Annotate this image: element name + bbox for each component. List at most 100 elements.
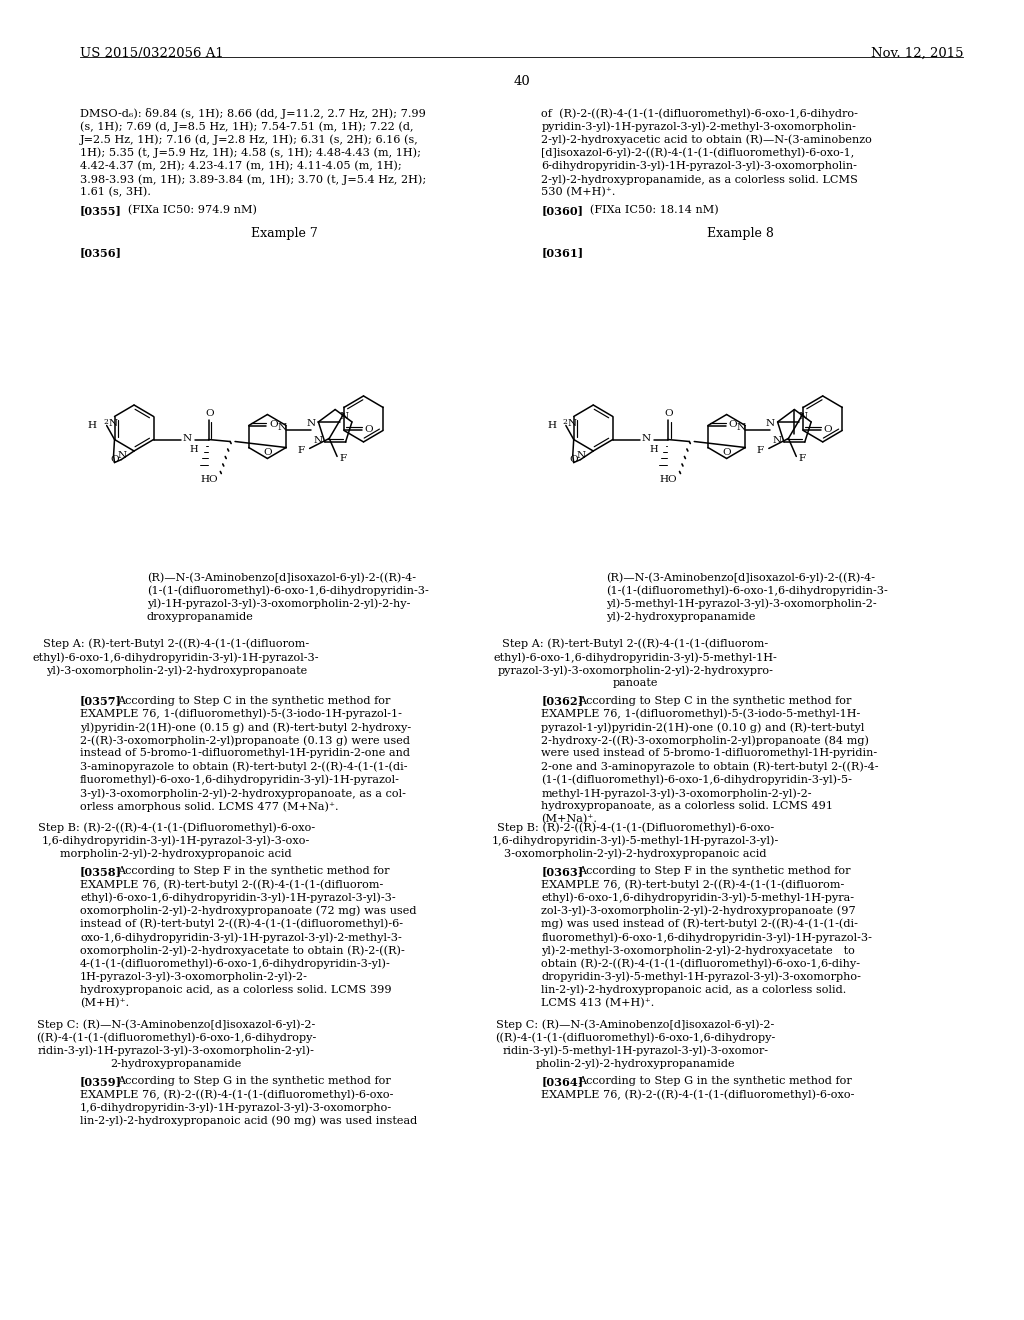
Text: (M+H)⁺.: (M+H)⁺. — [80, 998, 129, 1008]
Text: obtain (R)-2-((R)-4-(1-(1-(difluoromethyl)-6-oxo-1,6-dihy-: obtain (R)-2-((R)-4-(1-(1-(difluoromethy… — [542, 958, 860, 969]
Text: N: N — [339, 412, 348, 421]
Text: 3-yl)-3-oxomorpholin-2-yl)-2-hydroxypropanoate, as a col-: 3-yl)-3-oxomorpholin-2-yl)-2-hydroxyprop… — [80, 788, 406, 799]
Text: mg) was used instead of (R)-tert-butyl 2-((R)-4-(1-(1-(di-: mg) was used instead of (R)-tert-butyl 2… — [542, 919, 858, 929]
Text: 530 (M+H)⁺.: 530 (M+H)⁺. — [542, 187, 615, 198]
Text: lin-2-yl)-2-hydroxypropanoic acid (90 mg) was used instead: lin-2-yl)-2-hydroxypropanoic acid (90 mg… — [80, 1115, 418, 1126]
Text: 1,6-dihydropyridin-3-yl)-1H-pyrazol-3-yl)-3-oxomorpho-: 1,6-dihydropyridin-3-yl)-1H-pyrazol-3-yl… — [80, 1102, 392, 1113]
Text: instead of 5-bromo-1-difluoromethyl-1H-pyridin-2-one and: instead of 5-bromo-1-difluoromethyl-1H-p… — [80, 748, 410, 759]
Text: H: H — [88, 421, 97, 430]
Text: oxomorpholin-2-yl)-2-hydroxyacetate to obtain (R)-2-((R)-: oxomorpholin-2-yl)-2-hydroxyacetate to o… — [80, 945, 404, 956]
Text: pyrazol-1-yl)pyridin-2(1H)-one (0.10 g) and (R)-tert-butyl: pyrazol-1-yl)pyridin-2(1H)-one (0.10 g) … — [542, 722, 864, 733]
Text: pholin-2-yl)-2-hydroxypropanamide: pholin-2-yl)-2-hydroxypropanamide — [536, 1059, 735, 1069]
Text: ethyl)-6-oxo-1,6-dihydropyridin-3-yl)-1H-pyrazol-3-yl)-3-: ethyl)-6-oxo-1,6-dihydropyridin-3-yl)-1H… — [80, 892, 395, 903]
Text: 3-oxomorpholin-2-yl)-2-hydroxypropanoic acid: 3-oxomorpholin-2-yl)-2-hydroxypropanoic … — [504, 849, 767, 859]
Text: H: H — [547, 421, 556, 430]
Text: 4-(1-(1-(difluoromethyl)-6-oxo-1,6-dihydropyridin-3-yl)-: 4-(1-(1-(difluoromethyl)-6-oxo-1,6-dihyd… — [80, 958, 391, 969]
Text: HO: HO — [201, 475, 218, 484]
Text: 2: 2 — [563, 417, 567, 425]
Text: oxo-1,6-dihydropyridin-3-yl)-1H-pyrazol-3-yl)-2-methyl-3-: oxo-1,6-dihydropyridin-3-yl)-1H-pyrazol-… — [80, 932, 401, 942]
Text: O: O — [569, 454, 579, 463]
Text: (1-(1-(difluoromethyl)-6-oxo-1,6-dihydropyridin-3-: (1-(1-(difluoromethyl)-6-oxo-1,6-dihydro… — [606, 585, 888, 595]
Text: (1-(1-(difluoromethyl)-6-oxo-1,6-dihydropyridin-3-: (1-(1-(difluoromethyl)-6-oxo-1,6-dihydro… — [146, 585, 429, 595]
Text: 1.61 (s, 3H).: 1.61 (s, 3H). — [80, 187, 151, 198]
Text: 3-aminopyrazole to obtain (R)-tert-butyl 2-((R)-4-(1-(1-(di-: 3-aminopyrazole to obtain (R)-tert-butyl… — [80, 762, 408, 772]
Text: Nov. 12, 2015: Nov. 12, 2015 — [870, 48, 964, 59]
Text: O: O — [111, 454, 119, 463]
Text: N: N — [773, 436, 782, 445]
Text: ridin-3-yl)-1H-pyrazol-3-yl)-3-oxomorpholin-2-yl)-: ridin-3-yl)-1H-pyrazol-3-yl)-3-oxomorpho… — [38, 1045, 314, 1056]
Text: According to Step C in the synthetic method for: According to Step C in the synthetic met… — [579, 696, 852, 706]
Text: N: N — [313, 436, 323, 445]
Text: 2-hydroxy-2-((R)-3-oxomorpholin-2-yl)propanoate (84 mg): 2-hydroxy-2-((R)-3-oxomorpholin-2-yl)pro… — [542, 735, 869, 746]
Text: zol-3-yl)-3-oxomorpholin-2-yl)-2-hydroxypropanoate (97: zol-3-yl)-3-oxomorpholin-2-yl)-2-hydroxy… — [542, 906, 856, 916]
Text: EXAMPLE 76, (R)-2-((R)-4-(1-(1-(difluoromethyl)-6-oxo-: EXAMPLE 76, (R)-2-((R)-4-(1-(1-(difluoro… — [80, 1089, 393, 1100]
Text: ridin-3-yl)-5-methyl-1H-pyrazol-3-yl)-3-oxomor-: ridin-3-yl)-5-methyl-1H-pyrazol-3-yl)-3-… — [503, 1045, 768, 1056]
Text: According to Step F in the synthetic method for: According to Step F in the synthetic met… — [579, 866, 851, 876]
Text: J=2.5 Hz, 1H); 7.16 (d, J=2.8 Hz, 1H); 6.31 (s, 2H); 6.16 (s,: J=2.5 Hz, 1H); 7.16 (d, J=2.8 Hz, 1H); 6… — [80, 135, 419, 145]
Text: 2-((R)-3-oxomorpholin-2-yl)propanoate (0.13 g) were used: 2-((R)-3-oxomorpholin-2-yl)propanoate (0… — [80, 735, 410, 746]
Text: N: N — [737, 422, 745, 432]
Text: LCMS 413 (M+H)⁺.: LCMS 413 (M+H)⁺. — [542, 998, 654, 1008]
Text: N: N — [641, 434, 650, 444]
Text: [0361]: [0361] — [542, 247, 584, 259]
Text: According to Step F in the synthetic method for: According to Step F in the synthetic met… — [118, 866, 390, 876]
Text: pyrazol-3-yl)-3-oxomorpholin-2-yl)-2-hydroxypro-: pyrazol-3-yl)-3-oxomorpholin-2-yl)-2-hyd… — [498, 665, 773, 676]
Text: fluoromethyl)-6-oxo-1,6-dihydropyridin-3-yl)-1H-pyrazol-: fluoromethyl)-6-oxo-1,6-dihydropyridin-3… — [80, 775, 400, 785]
Text: yl)pyridin-2(1H)-one (0.15 g) and (R)-tert-butyl 2-hydroxy-: yl)pyridin-2(1H)-one (0.15 g) and (R)-te… — [80, 722, 412, 733]
Text: DMSO-d₆): δ9.84 (s, 1H); 8.66 (dd, J=11.2, 2.7 Hz, 2H); 7.99: DMSO-d₆): δ9.84 (s, 1H); 8.66 (dd, J=11.… — [80, 108, 426, 119]
Text: 2-hydroxypropanamide: 2-hydroxypropanamide — [111, 1059, 242, 1069]
Text: (FIXa IC50: 18.14 nM): (FIXa IC50: 18.14 nM) — [579, 206, 718, 215]
Text: were used instead of 5-bromo-1-difluoromethyl-1H-pyridin-: were used instead of 5-bromo-1-difluorom… — [542, 748, 878, 759]
Text: orless amorphous solid. LCMS 477 (M+Na)⁺.: orless amorphous solid. LCMS 477 (M+Na)⁺… — [80, 801, 339, 812]
Text: O: O — [728, 420, 737, 429]
Text: pyridin-3-yl)-1H-pyrazol-3-yl)-2-methyl-3-oxomorpholin-: pyridin-3-yl)-1H-pyrazol-3-yl)-2-methyl-… — [542, 121, 856, 132]
Text: N: N — [577, 451, 586, 461]
Text: EXAMPLE 76, (R)-tert-butyl 2-((R)-4-(1-(1-(difluorom-: EXAMPLE 76, (R)-tert-butyl 2-((R)-4-(1-(… — [80, 879, 383, 890]
Text: According to Step G in the synthetic method for: According to Step G in the synthetic met… — [579, 1076, 852, 1086]
Text: N: N — [118, 451, 127, 461]
Text: N: N — [799, 412, 808, 421]
Text: Step B: (R)-2-((R)-4-(1-(1-(Difluoromethyl)-6-oxo-: Step B: (R)-2-((R)-4-(1-(1-(Difluorometh… — [38, 822, 314, 833]
Text: (R)—N-(3-Aminobenzo[d]isoxazol-6-yl)-2-((R)-4-: (R)—N-(3-Aminobenzo[d]isoxazol-6-yl)-2-(… — [606, 572, 876, 582]
Text: hydroxypropanoate, as a colorless solid. LCMS 491: hydroxypropanoate, as a colorless solid.… — [542, 801, 834, 812]
Text: lin-2-yl)-2-hydroxypropanoic acid, as a colorless solid.: lin-2-yl)-2-hydroxypropanoic acid, as a … — [542, 985, 847, 995]
Text: F: F — [298, 446, 305, 455]
Text: yl)-2-methyl-3-oxomorpholin-2-yl)-2-hydroxyacetate   to: yl)-2-methyl-3-oxomorpholin-2-yl)-2-hydr… — [542, 945, 855, 956]
Text: panoate: panoate — [612, 678, 658, 689]
Text: Step C: (R)—N-(3-Aminobenzo[d]isoxazol-6-yl)-2-: Step C: (R)—N-(3-Aminobenzo[d]isoxazol-6… — [37, 1019, 315, 1030]
Text: ((R)-4-(1-(1-(difluoromethyl)-6-oxo-1,6-dihydropy-: ((R)-4-(1-(1-(difluoromethyl)-6-oxo-1,6-… — [36, 1032, 316, 1043]
Text: EXAMPLE 76, (R)-tert-butyl 2-((R)-4-(1-(1-(difluorom-: EXAMPLE 76, (R)-tert-butyl 2-((R)-4-(1-(… — [542, 879, 845, 890]
Text: 2-one and 3-aminopyrazole to obtain (R)-tert-butyl 2-((R)-4-: 2-one and 3-aminopyrazole to obtain (R)-… — [542, 762, 879, 772]
Text: EXAMPLE 76, 1-(difluoromethyl)-5-(3-iodo-5-methyl-1H-: EXAMPLE 76, 1-(difluoromethyl)-5-(3-iodo… — [542, 709, 860, 719]
Text: HO: HO — [659, 475, 678, 484]
Text: N: N — [182, 434, 191, 444]
Text: ethyl)-6-oxo-1,6-dihydropyridin-3-yl)-5-methyl-1H-pyra-: ethyl)-6-oxo-1,6-dihydropyridin-3-yl)-5-… — [542, 892, 854, 903]
Text: N: N — [568, 418, 577, 428]
Text: (s, 1H); 7.69 (d, J=8.5 Hz, 1H); 7.54-7.51 (m, 1H); 7.22 (d,: (s, 1H); 7.69 (d, J=8.5 Hz, 1H); 7.54-7.… — [80, 121, 414, 132]
Text: F: F — [799, 454, 806, 463]
Text: Example 8: Example 8 — [707, 227, 774, 240]
Text: According to Step G in the synthetic method for: According to Step G in the synthetic met… — [118, 1076, 391, 1086]
Text: [0358]: [0358] — [80, 866, 122, 876]
Text: 2-yl)-2-hydroxypropanamide, as a colorless solid. LCMS: 2-yl)-2-hydroxypropanamide, as a colorle… — [542, 174, 858, 185]
Text: O: O — [269, 420, 278, 429]
Text: [0359]: [0359] — [80, 1076, 122, 1086]
Text: ethyl)-6-oxo-1,6-dihydropyridin-3-yl)-5-methyl-1H-: ethyl)-6-oxo-1,6-dihydropyridin-3-yl)-5-… — [494, 652, 777, 663]
Text: hydroxypropanoic acid, as a colorless solid. LCMS 399: hydroxypropanoic acid, as a colorless so… — [80, 985, 392, 995]
Text: of  (R)-2-((R)-4-(1-(1-(difluoromethyl)-6-oxo-1,6-dihydro-: of (R)-2-((R)-4-(1-(1-(difluoromethyl)-6… — [542, 108, 858, 119]
Text: (1-(1-(difluoromethyl)-6-oxo-1,6-dihydropyridin-3-yl)-5-: (1-(1-(difluoromethyl)-6-oxo-1,6-dihydro… — [542, 775, 852, 785]
Text: 40: 40 — [513, 75, 530, 88]
Text: [d]isoxazol-6-yl)-2-((R)-4-(1-(1-(difluoromethyl)-6-oxo-1,: [d]isoxazol-6-yl)-2-((R)-4-(1-(1-(difluo… — [542, 148, 854, 158]
Text: Example 7: Example 7 — [251, 227, 317, 240]
Text: Step C: (R)—N-(3-Aminobenzo[d]isoxazol-6-yl)-2-: Step C: (R)—N-(3-Aminobenzo[d]isoxazol-6… — [497, 1019, 774, 1030]
Text: (R)—N-(3-Aminobenzo[d]isoxazol-6-yl)-2-((R)-4-: (R)—N-(3-Aminobenzo[d]isoxazol-6-yl)-2-(… — [146, 572, 416, 582]
Text: O: O — [665, 409, 673, 418]
Text: ((R)-4-(1-(1-(difluoromethyl)-6-oxo-1,6-dihydropy-: ((R)-4-(1-(1-(difluoromethyl)-6-oxo-1,6-… — [496, 1032, 775, 1043]
Text: US 2015/0322056 A1: US 2015/0322056 A1 — [80, 48, 224, 59]
Text: methyl-1H-pyrazol-3-yl)-3-oxomorpholin-2-yl)-2-: methyl-1H-pyrazol-3-yl)-3-oxomorpholin-2… — [542, 788, 812, 799]
Text: EXAMPLE 76, 1-(difluoromethyl)-5-(3-iodo-1H-pyrazol-1-: EXAMPLE 76, 1-(difluoromethyl)-5-(3-iodo… — [80, 709, 402, 719]
Text: O: O — [205, 409, 214, 418]
Text: instead of (R)-tert-butyl 2-((R)-4-(1-(1-(difluoromethyl)-6-: instead of (R)-tert-butyl 2-((R)-4-(1-(1… — [80, 919, 403, 929]
Text: morpholin-2-yl)-2-hydroxypropanoic acid: morpholin-2-yl)-2-hydroxypropanoic acid — [60, 849, 292, 859]
Text: fluoromethyl)-6-oxo-1,6-dihydropyridin-3-yl)-1H-pyrazol-3-: fluoromethyl)-6-oxo-1,6-dihydropyridin-3… — [542, 932, 872, 942]
